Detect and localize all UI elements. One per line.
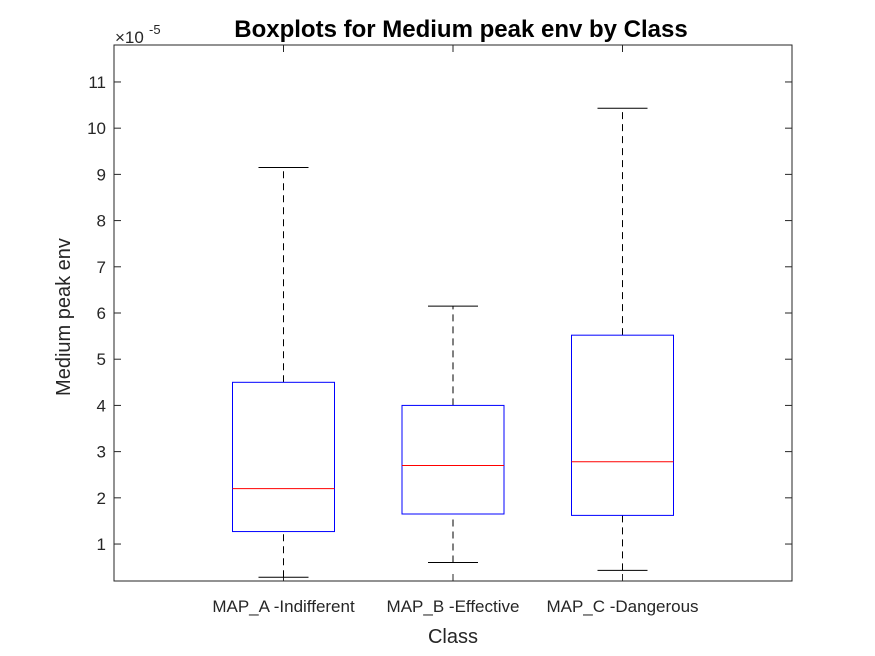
- x-tick-label: MAP_A -Indifferent: [212, 597, 355, 616]
- y-tick-label: 3: [97, 443, 106, 462]
- boxes: [232, 107, 674, 578]
- y-tick-label: 9: [97, 165, 106, 184]
- y-tick-label: 6: [97, 304, 106, 323]
- y-axis-ticks: 1 2 3 4 5 6 7 8 9 10 11: [87, 73, 792, 554]
- box-group: [232, 166, 335, 578]
- box-group: [401, 305, 505, 564]
- y-tick-label: 7: [97, 258, 106, 277]
- y-axis-exponent-power: -5: [149, 22, 161, 37]
- y-tick-label: 10: [87, 119, 106, 138]
- plot-area-frame: [113, 44, 793, 582]
- box-iqr: [571, 334, 674, 516]
- y-axis-exponent-base: ×10: [115, 28, 144, 47]
- x-axis-label: Class: [428, 626, 478, 648]
- y-tick-label: 5: [97, 350, 106, 369]
- y-tick-label: 11: [88, 73, 106, 92]
- x-tick-label: MAP_C -Dangerous: [546, 597, 698, 616]
- x-tick-label: MAP_B -Effective: [387, 597, 520, 616]
- y-axis-exponent: ×10 -5: [115, 22, 161, 47]
- box-iqr: [401, 404, 505, 515]
- y-axis-label: Medium peak env: [53, 238, 75, 396]
- chart-title: Boxplots for Medium peak env by Class: [234, 16, 687, 43]
- x-axis-ticks: MAP_A -Indifferent MAP_B -Effective MAP_C …: [212, 45, 699, 616]
- y-tick-label: 1: [97, 535, 106, 554]
- box-iqr: [232, 381, 335, 533]
- box-group: [571, 107, 674, 571]
- y-tick-label: 2: [97, 489, 106, 508]
- y-tick-label: 8: [97, 212, 106, 231]
- y-tick-label: 4: [97, 396, 106, 415]
